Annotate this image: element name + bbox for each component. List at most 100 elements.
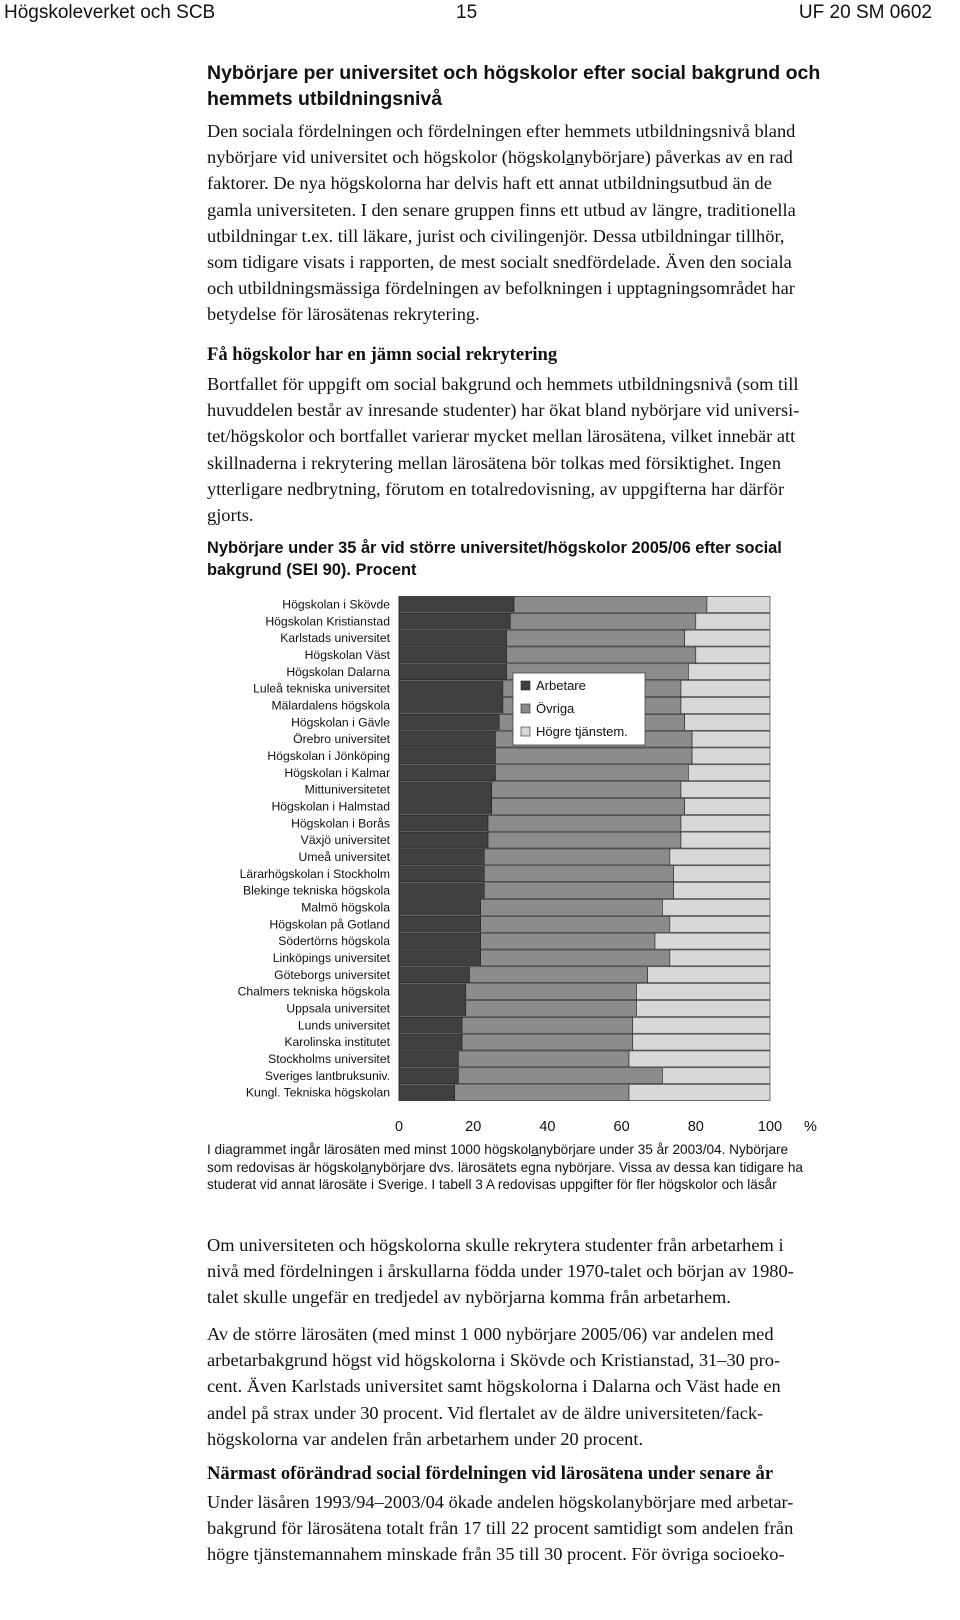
body-paragraph: Om universiteten och högskolorna skulle … [207,1232,939,1311]
category-label: Sveriges lantbruksuniv. [265,1069,390,1083]
text-line: faktorer. De nya högskolorna har delvis … [207,173,772,194]
legend [512,672,646,746]
text-line: och utbildningsmässiga fördelningen av b… [207,278,795,299]
category-label: Stockholms universitet [268,1052,391,1066]
text-line: nivå med fördelningen i årskullarna född… [207,1261,794,1282]
text-line: ytterligare nedbrytning, förutom en tota… [207,478,785,499]
bar-segment-hogre-tjanstem [695,612,771,630]
x-tick-label: 100 [758,1119,782,1135]
category-label: Högskolan Väst [305,648,391,662]
bar-segment-ovriga [480,915,671,933]
bar-segment-arbetare [398,1033,463,1051]
figure-title-line: Nybörjare under 35 år vid större univers… [207,539,782,557]
note-line: som redovisas är högskolanybörjare dvs. … [207,1159,803,1175]
bar-segment-hogre-tjanstem [680,831,771,849]
legend-swatch [520,726,531,737]
bar-segment-arbetare [398,949,481,967]
bar-segment-arbetare [398,1050,459,1068]
subsection-heading: Få högskolor har en jämn social rekryter… [207,344,558,365]
bar-segment-arbetare [398,1067,459,1085]
bar-segment-hogre-tjanstem [662,899,771,916]
bar-segment-hogre-tjanstem [628,1050,771,1068]
text-line: gjorts. [207,505,254,526]
bar-segment-arbetare [398,781,493,798]
legend-swatch [520,703,531,714]
text-line: Bortfallet för uppgift om social bakgrun… [207,374,799,394]
category-label: Högskolan i Skövde [282,597,390,611]
category-label: Södertörns högskola [278,934,390,948]
header-right: UF 20 SM 0602 [798,2,932,23]
bar-segment-ovriga [509,612,697,630]
bar-segment-hogre-tjanstem [673,882,771,899]
body-paragraph: Av de större lärosäten (med minst 1 000 … [207,1321,939,1452]
category-label: Högskolan i Kalmar [284,766,390,780]
bar-segment-hogre-tjanstem [684,798,771,815]
x-tick-label: 20 [465,1119,481,1135]
text-line: arbetarbakgrund högst vid högskolorna i … [207,1350,781,1371]
category-label: Högskolan på Gotland [269,917,390,931]
bar-segment-hogre-tjanstem [669,915,771,933]
bar-segment-ovriga [491,798,685,815]
bar-segment-arbetare [398,747,496,765]
bar-segment-arbetare [398,1084,455,1101]
bar-segment-hogre-tjanstem [691,730,771,748]
category-label: Högskolan i Borås [291,816,390,830]
bar-segment-ovriga [465,983,637,1000]
bar-segment-ovriga [491,781,682,798]
figure-note: I diagrammet ingår lärosäten med minst 1… [207,1141,947,1194]
bar-segment-ovriga [506,646,697,664]
bar-segment-hogre-tjanstem [706,596,771,613]
bar-segment-ovriga [458,1067,663,1085]
text-line: gamla universiteten. I den senare gruppe… [207,199,796,220]
bar-segment-hogre-tjanstem [636,1000,771,1017]
legend-label: Högre tjänstem. [536,724,628,739]
text-line: Under läsåren 1993/94–2003/04 ökade ande… [207,1492,794,1512]
bar-segment-ovriga [487,814,682,832]
bar-segment-ovriga [465,1000,637,1017]
text-line: skillnaderna i rekrytering mellan lärosä… [207,452,782,473]
category-label: Lunds universitet [298,1018,391,1032]
bar-segment-ovriga [461,1033,634,1051]
bar-segment-ovriga [495,764,689,782]
x-tick-label: 40 [539,1119,555,1135]
bar-segment-ovriga [469,966,648,984]
bar-segment-hogre-tjanstem [691,747,771,765]
bar-segment-arbetare [398,814,489,832]
bar-segment-hogre-tjanstem [684,629,771,647]
bar-segment-hogre-tjanstem [680,697,771,714]
intro-paragraph: Den sociala fördelningen och fördelninge… [207,118,939,328]
bar-segment-arbetare [398,680,504,697]
category-label: Karolinska institutet [284,1035,390,1049]
bar-segment-arbetare [398,713,500,731]
category-label: Luleå tekniska universitet [253,682,390,696]
bar-segment-ovriga [480,932,656,950]
bar-segment-arbetare [398,882,485,899]
x-tick-label: 60 [614,1119,630,1135]
bar-segment-hogre-tjanstem [647,966,771,984]
bar-segment-ovriga [480,949,671,967]
category-label: Kungl. Tekniska högskolan [246,1086,390,1100]
subsection-paragraph: Under läsåren 1993/94–2003/04 ökade ande… [207,1489,939,1568]
bar-segment-arbetare [398,1016,463,1034]
bar-segment-arbetare [398,798,493,815]
bar-segment-ovriga [506,629,685,647]
bar-segment-hogre-tjanstem [662,1067,771,1085]
bar-segment-hogre-tjanstem [688,663,771,681]
category-label: Mittuniversitetet [305,783,391,797]
bar-segment-ovriga [484,865,674,883]
bar-segment-ovriga [454,1084,630,1101]
text-line: bakgrund för lärosätena totalt från 17 t… [207,1518,794,1539]
bar-segment-hogre-tjanstem [632,1033,771,1051]
legend-label: Arbetare [536,678,586,693]
bar-segment-hogre-tjanstem [673,865,771,883]
page-number: 15 [456,2,478,23]
bar-segment-ovriga [487,831,682,849]
text-line: cent. Även Karlstads universitet samt hö… [207,1376,781,1397]
bar-segment-arbetare [398,646,507,664]
subsection-paragraph: Bortfallet för uppgift om social bakgrun… [207,371,939,528]
bar-segment-arbetare [398,983,467,1000]
bar-segment-ovriga [495,747,693,765]
page-header: Högskoleverket och SCB 15 UF 20 SM 0602 [0,0,960,30]
text-line: som tidigare visats i rapporten, de mest… [207,252,792,273]
bar-segment-arbetare [398,730,496,748]
